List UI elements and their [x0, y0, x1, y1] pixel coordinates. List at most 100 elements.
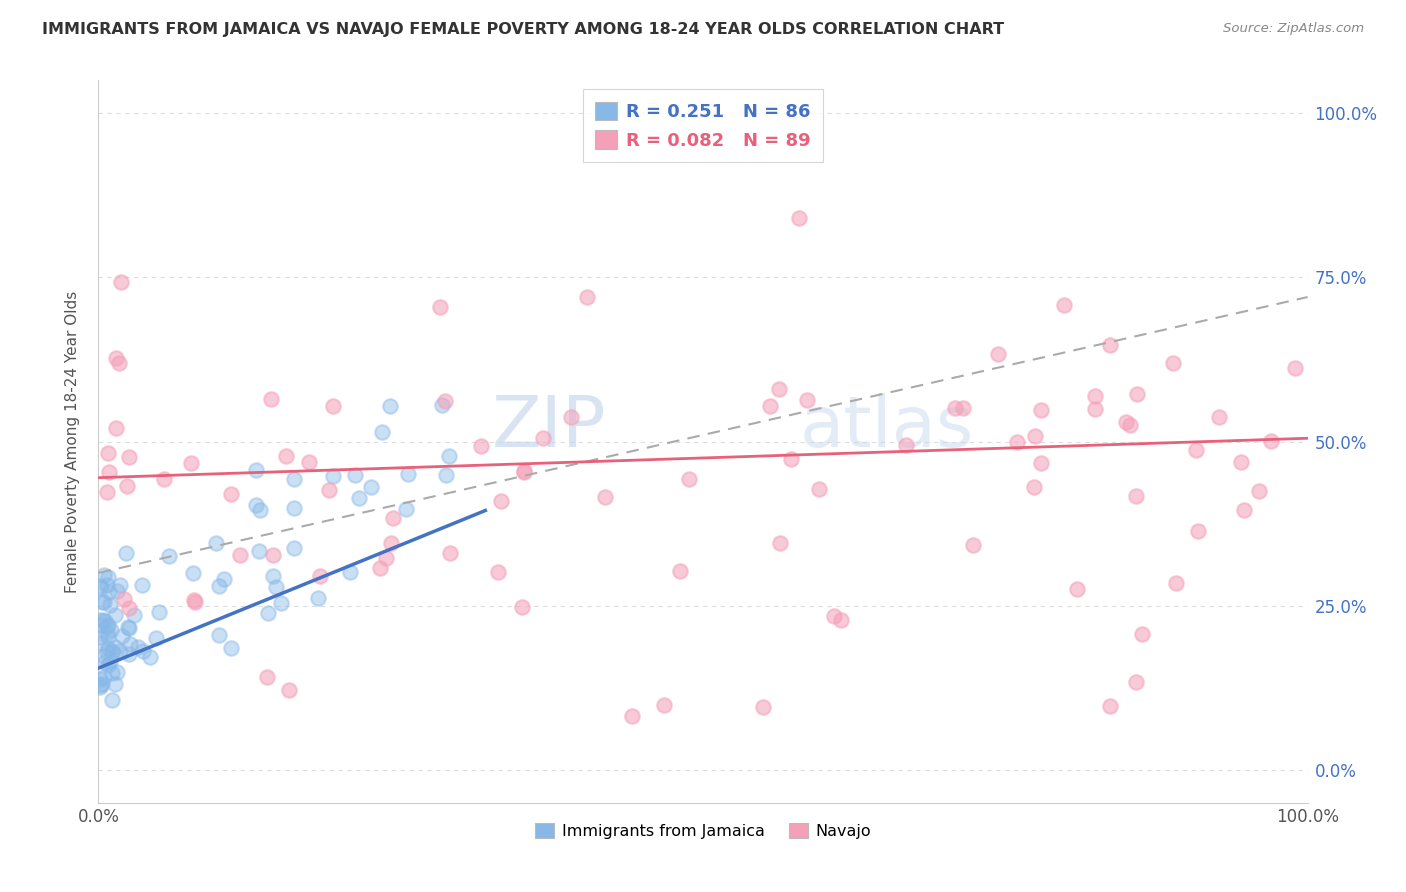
Point — [101, 645, 124, 659]
Point — [97, 630, 120, 644]
Point — [93, 648, 115, 663]
Point — [380, 535, 402, 549]
Point — [181, 566, 204, 580]
Legend: Immigrants from Jamaica, Navajo: Immigrants from Jamaica, Navajo — [529, 817, 877, 846]
Point — [98, 655, 121, 669]
Point — [1187, 524, 1209, 538]
Point — [787, 211, 810, 225]
Point — [93, 567, 115, 582]
Point — [368, 561, 391, 575]
Point — [96, 645, 118, 659]
Point — [249, 503, 271, 517]
Point — [371, 425, 394, 439]
Point — [830, 614, 852, 628]
Point — [245, 498, 267, 512]
Point — [962, 538, 984, 552]
Point — [307, 591, 329, 606]
Point — [807, 482, 830, 496]
Point — [1126, 387, 1149, 401]
Point — [180, 456, 202, 470]
Point — [208, 579, 231, 593]
Point — [117, 619, 139, 633]
Point — [120, 637, 142, 651]
Point — [1084, 389, 1107, 403]
Point — [758, 399, 780, 413]
Point — [118, 621, 141, 635]
Point — [575, 290, 598, 304]
Point — [110, 644, 132, 658]
Point — [93, 670, 115, 684]
Point — [262, 569, 284, 583]
Point — [89, 630, 111, 644]
Point — [621, 709, 644, 723]
Point — [97, 657, 120, 672]
Point — [1284, 360, 1306, 375]
Point — [105, 665, 128, 680]
Point — [115, 546, 138, 560]
Point — [513, 464, 536, 478]
Point — [247, 543, 270, 558]
Point — [145, 631, 167, 645]
Point — [378, 400, 401, 414]
Point — [560, 410, 582, 425]
Point — [89, 614, 111, 628]
Point — [111, 628, 134, 642]
Point — [360, 480, 382, 494]
Point — [1208, 409, 1230, 424]
Point — [1185, 443, 1208, 458]
Point — [97, 446, 120, 460]
Point — [96, 578, 118, 592]
Point — [823, 609, 845, 624]
Point — [1024, 429, 1046, 443]
Point — [1024, 480, 1046, 494]
Point — [132, 644, 155, 658]
Point — [127, 640, 149, 654]
Point — [148, 605, 170, 619]
Point — [90, 617, 112, 632]
Point — [118, 601, 141, 615]
Point — [104, 607, 127, 622]
Point — [94, 655, 117, 669]
Point — [1233, 503, 1256, 517]
Point — [256, 670, 278, 684]
Point — [434, 468, 457, 483]
Point — [669, 564, 692, 578]
Point — [322, 469, 344, 483]
Point — [796, 392, 818, 407]
Point — [219, 640, 242, 655]
Point — [894, 437, 917, 451]
Point — [184, 595, 207, 609]
Point — [105, 421, 128, 435]
Point — [118, 450, 141, 464]
Point — [117, 648, 139, 662]
Point — [283, 541, 305, 555]
Point — [678, 472, 700, 486]
Text: Source: ZipAtlas.com: Source: ZipAtlas.com — [1223, 22, 1364, 36]
Point — [97, 585, 120, 599]
Point — [112, 592, 135, 607]
Point — [437, 449, 460, 463]
Point — [208, 628, 231, 642]
Point — [343, 468, 366, 483]
Point — [270, 596, 292, 610]
Point — [96, 625, 118, 640]
Point — [945, 401, 967, 416]
Point — [1007, 435, 1029, 450]
Point — [1161, 356, 1184, 370]
Text: atlas: atlas — [800, 392, 974, 461]
Point — [1260, 434, 1282, 449]
Point — [103, 645, 125, 659]
Point — [349, 491, 371, 506]
Point — [205, 536, 228, 550]
Point — [1130, 626, 1153, 640]
Point — [510, 600, 533, 615]
Point — [101, 665, 124, 680]
Point — [396, 467, 419, 482]
Point — [122, 607, 145, 622]
Point — [89, 678, 111, 692]
Point — [214, 572, 236, 586]
Point — [283, 500, 305, 515]
Point — [298, 454, 321, 468]
Point — [1125, 674, 1147, 689]
Point — [97, 641, 120, 656]
